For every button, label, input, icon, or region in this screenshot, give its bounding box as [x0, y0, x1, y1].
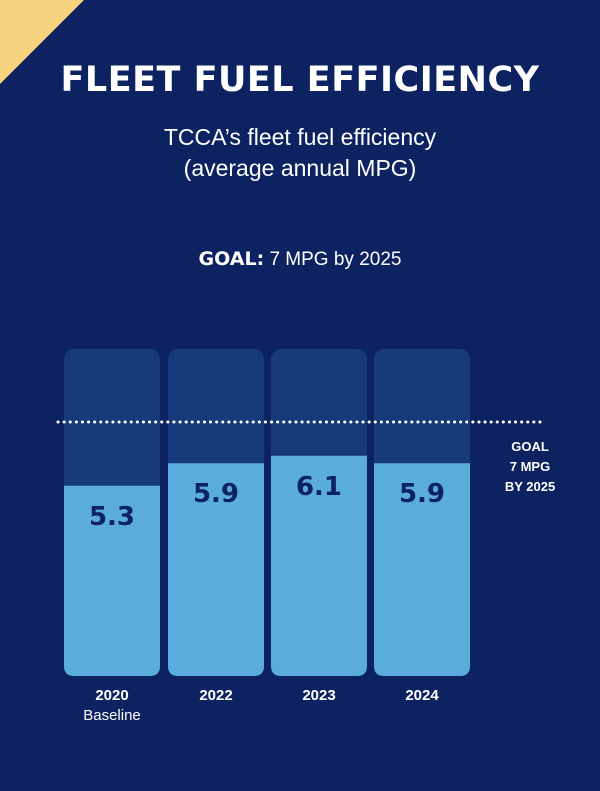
chart-subtitle: TCCA’s fleet fuel efficiency (average an…	[0, 122, 600, 184]
category-label-2023: 2023	[302, 687, 336, 704]
bar-2022	[168, 463, 264, 676]
goal-statement: GOAL: 7 MPG by 2025	[0, 248, 600, 271]
goal-annotation-line-1: GOAL	[511, 439, 549, 454]
subtitle-line-2: (average annual MPG)	[183, 155, 417, 181]
category-label-2024: 2024	[405, 687, 439, 704]
bar-value-label-2023: 6.1	[295, 471, 343, 502]
bar-value-label-2022: 5.9	[192, 479, 240, 510]
bar-2020	[64, 485, 160, 676]
category-label-2020: 2020 Baseline	[64, 686, 160, 726]
bar-value-label-2024: 5.9	[398, 479, 446, 510]
bar-2024	[374, 463, 470, 676]
bar-value-label-2020: 5.3	[88, 501, 136, 532]
goal-text: 7 MPG by 2025	[264, 249, 402, 270]
chart-title: FLEET FUEL EFFICIENCY	[60, 60, 540, 100]
corner-accent	[0, 0, 84, 84]
goal-annotation-line-2: 7 MPG	[509, 459, 551, 474]
bar-2023	[271, 455, 367, 676]
goal-prefix: GOAL:	[198, 248, 265, 270]
category-label-2022: 2022	[199, 687, 233, 704]
subtitle-line-1: TCCA’s fleet fuel efficiency	[163, 124, 437, 150]
goal-annotation: GOAL 7 MPG BY 2025	[480, 437, 580, 497]
goal-annotation-line-3: BY 2025	[504, 479, 556, 494]
category-sublabel-2020: Baseline	[83, 707, 141, 724]
